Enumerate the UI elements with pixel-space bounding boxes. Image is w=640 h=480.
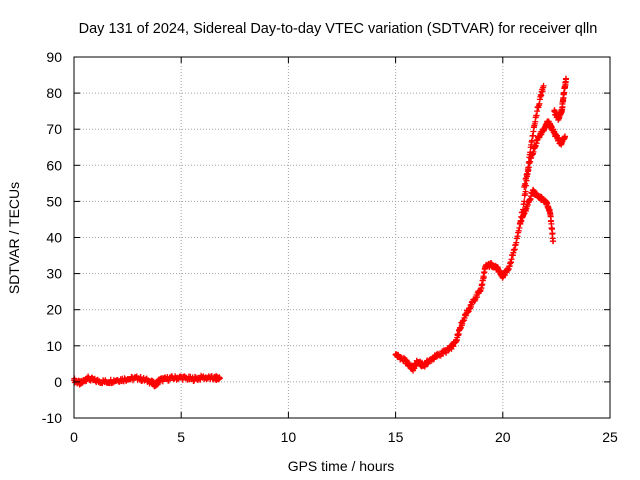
x-tick-label: 5 (177, 429, 185, 445)
data-point (216, 375, 223, 382)
y-tick-label: 40 (46, 230, 62, 246)
x-tick-label: 25 (602, 429, 618, 445)
x-axis-label: GPS time / hours (288, 458, 395, 474)
y-tick-label: 20 (46, 302, 62, 318)
y-tick-label: 30 (46, 266, 62, 282)
series-segment-day (392, 82, 547, 374)
series-segment-late-mid (521, 118, 568, 190)
x-tick-label: 0 (70, 429, 78, 445)
x-tick-label: 20 (495, 429, 511, 445)
y-tick-label: -10 (42, 410, 62, 426)
y-tick-label: 80 (46, 85, 62, 101)
x-tick-label: 10 (281, 429, 297, 445)
y-tick-label: 0 (54, 374, 62, 390)
grid (74, 57, 610, 418)
axis-ticks: 0 5 10 15 20 25 -10 0 10 20 30 40 50 60 70 80 90 (42, 49, 618, 445)
data-point (550, 238, 557, 245)
series-segment-night (71, 372, 223, 390)
x-tick-label: 15 (388, 429, 404, 445)
data-point (563, 75, 570, 82)
data-marker (549, 230, 556, 237)
y-tick-label: 60 (46, 157, 62, 173)
data-marker (159, 378, 166, 385)
y-tick-label: 10 (46, 338, 62, 354)
y-tick-label: 70 (46, 121, 62, 137)
data-marker (524, 171, 531, 178)
series-segment-late-high (551, 75, 570, 123)
series-layer (71, 75, 570, 390)
data-marker (443, 349, 450, 356)
y-tick-label: 50 (46, 193, 62, 209)
data-marker (522, 188, 529, 195)
data-point (540, 82, 547, 89)
chart-title: Day 131 of 2024, Sidereal Day-to-day VTE… (79, 21, 598, 37)
y-tick-label: 90 (46, 49, 62, 65)
data-point (561, 133, 568, 140)
series-segment-late-low (516, 186, 557, 245)
y-axis-label: SDTVAR / TECUs (6, 182, 22, 294)
